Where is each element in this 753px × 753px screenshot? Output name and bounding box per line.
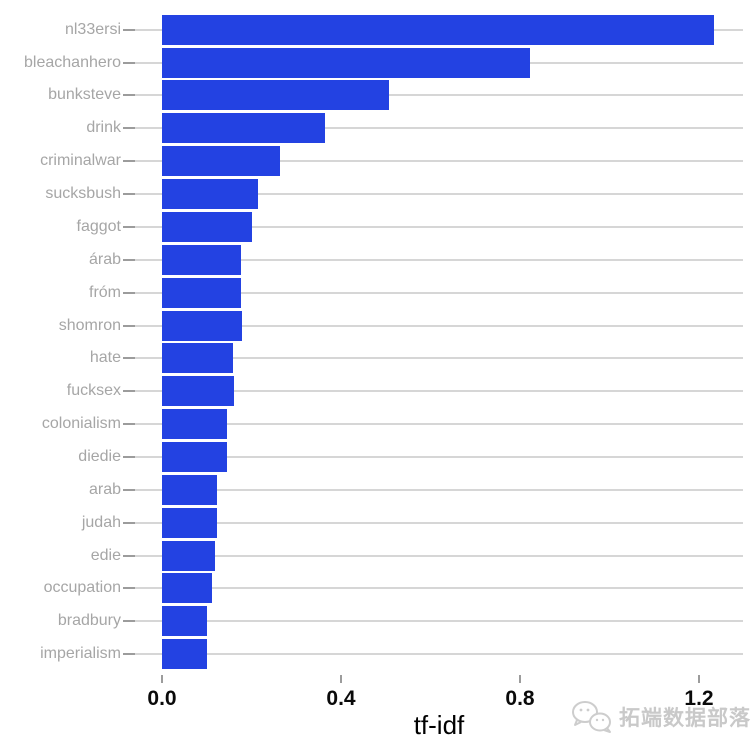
y-axis-label: colonialism [41, 415, 121, 433]
gridline [135, 258, 743, 261]
y-axis-label: drink [86, 119, 121, 137]
gridline [135, 554, 743, 557]
gridline [135, 488, 743, 491]
y-axis-tick [123, 390, 135, 393]
y-axis-label: bradbury [57, 612, 121, 630]
watermark: 拓端数据部落 [570, 699, 751, 735]
gridline [135, 94, 743, 97]
bar-edie [162, 540, 215, 571]
y-axis-tick [123, 521, 135, 524]
y-axis-tick [123, 160, 135, 163]
gridline [135, 324, 743, 327]
bar-fucksex [162, 376, 234, 407]
gridline [135, 456, 743, 458]
gridline [135, 620, 743, 623]
gridline [135, 291, 743, 294]
bar-drink [162, 113, 325, 144]
bar-faggot [162, 211, 252, 242]
gridline [135, 225, 743, 228]
y-axis-tick [123, 423, 135, 426]
bar-occupation [162, 573, 212, 604]
gridline [135, 423, 743, 426]
y-axis-tick [123, 61, 135, 64]
bar-fróm [162, 277, 241, 308]
y-axis-label: bleachanhero [24, 53, 121, 71]
y-axis-tick [123, 653, 135, 656]
y-axis-label: sucksbush [45, 185, 121, 203]
y-axis-label: occupation [43, 579, 121, 597]
speech-bubbles-icon [572, 701, 611, 733]
y-axis-label: diedie [78, 448, 121, 465]
y-axis-tick [123, 28, 135, 31]
y-axis-tick [123, 94, 135, 97]
bar-nl33ersi [162, 14, 714, 45]
gridline [135, 160, 743, 163]
bar-criminalwar [162, 146, 280, 177]
bar-imperialism [162, 639, 207, 670]
y-axis-label: arab [88, 480, 121, 498]
bar-árab [162, 244, 241, 275]
y-axis-tick [123, 587, 135, 590]
watermark-text: 拓端数据部落 [619, 707, 751, 730]
y-axis-label: bunksteve [48, 86, 121, 104]
y-axis-label: hate [89, 349, 121, 367]
y-axis-tick [123, 258, 135, 261]
plot-panel: nl33ersi bleachanhero bunksteve drink crimin… [24, 14, 743, 670]
y-axis-tick [123, 488, 135, 491]
bar-bleachanhero [162, 47, 530, 78]
y-axis-label: faggot [76, 217, 121, 235]
gridline [135, 127, 743, 130]
bar-hate [162, 343, 233, 374]
x-axis-tick-label: 0.4 [326, 687, 356, 710]
gridline [135, 521, 743, 524]
y-axis-tick [123, 456, 135, 458]
y-axis-label: nl33ersi [64, 20, 121, 38]
y-axis-tick [123, 225, 135, 228]
y-axis-tick [123, 620, 135, 623]
x-axis-title: tf-idf [413, 710, 465, 740]
y-axis-tick [123, 291, 135, 294]
y-axis-label: fucksex [66, 382, 121, 400]
x-axis-tick [519, 675, 521, 683]
bar-colonialism [162, 409, 227, 440]
y-axis-label: shomron [58, 316, 121, 334]
x-axis-tick [161, 675, 163, 683]
x-axis-tick [340, 675, 342, 683]
bar-bunksteve [162, 80, 389, 111]
y-axis-label: edie [90, 546, 121, 564]
x-axis-tick-label: 0.0 [147, 687, 177, 710]
gridline [135, 390, 743, 393]
gridline [135, 357, 743, 360]
y-axis-tick [123, 324, 135, 327]
bar-shomron [162, 310, 242, 341]
bar-sucksbush [162, 179, 258, 210]
y-axis-label: árab [88, 250, 121, 268]
x-axis-tick [698, 675, 700, 683]
bar-judah [162, 507, 217, 538]
y-axis-tick [123, 193, 135, 196]
y-axis-label: criminalwar [40, 152, 121, 170]
bar-bradbury [162, 606, 207, 637]
x-axis-tick-label: 1.2 [684, 687, 714, 710]
bar-diedie [162, 442, 227, 472]
y-axis-tick [123, 127, 135, 130]
y-axis-label: fróm [89, 283, 121, 301]
bar-arab [162, 474, 217, 505]
gridline [135, 587, 743, 590]
gridline [135, 193, 743, 196]
y-axis-label: judah [81, 513, 121, 531]
gridline [135, 653, 743, 656]
y-axis-tick [123, 554, 135, 557]
x-axis-tick-label: 0.8 [505, 687, 535, 710]
y-axis-tick [123, 357, 135, 360]
y-axis-label: imperialism [40, 645, 121, 663]
